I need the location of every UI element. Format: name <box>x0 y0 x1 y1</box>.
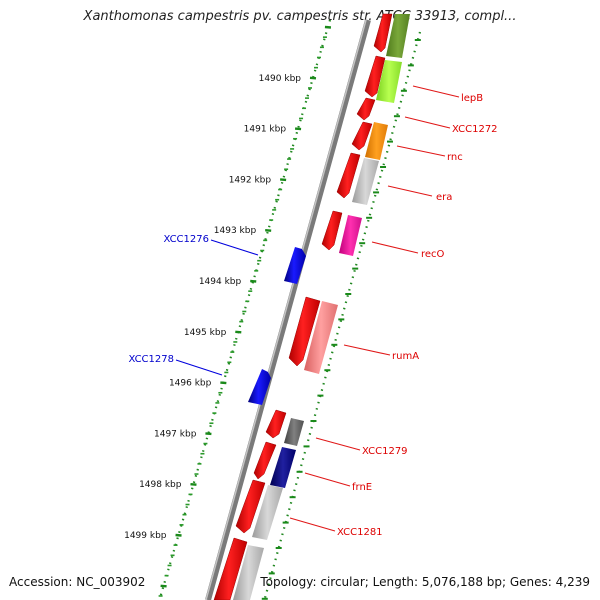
accession-text: Accession: NC_003902 <box>9 575 146 589</box>
kbp-tick-mark <box>265 229 272 232</box>
kbp-tick-label: 1494 kbp <box>199 277 242 287</box>
gene-label-XCC1272[interactable]: XCC1272 <box>452 124 498 135</box>
gene-frnE[interactable] <box>270 447 296 488</box>
cds-arrow[interactable] <box>321 210 343 251</box>
kbp-tick-mark <box>250 279 257 283</box>
gray-cds-bottom[interactable] <box>233 545 264 600</box>
kbp-tick-label: 1491 kbp <box>244 125 287 135</box>
kbp-tick-label: 1497 kbp <box>154 429 197 439</box>
kbp-tick-mark <box>220 381 227 385</box>
kbp-tick-mark <box>175 533 182 537</box>
kbp-tick-label: 1499 kbp <box>124 531 167 541</box>
left-leader-lines <box>175 239 259 376</box>
kbp-tick-dashes <box>158 25 332 597</box>
kbp-tick-mark <box>160 584 167 588</box>
gene-label-frnE[interactable]: frnE <box>352 482 372 493</box>
gene-label-XCC1281[interactable]: XCC1281 <box>337 527 383 538</box>
right-leader-lines <box>289 85 460 532</box>
gene-label-era[interactable]: era <box>436 192 452 203</box>
colored-cds-track[interactable] <box>233 14 410 600</box>
kbp-tick-mark <box>324 25 332 29</box>
cds-arrow[interactable] <box>364 55 386 98</box>
gene-XCC1276-arrow[interactable] <box>284 247 306 284</box>
gene-label-recO[interactable]: recO <box>421 249 445 260</box>
cds-arrow[interactable] <box>213 537 248 600</box>
gene-lepB[interactable] <box>376 60 402 103</box>
gene-label-XCC1279[interactable]: XCC1279 <box>362 446 408 457</box>
gene-recO[interactable] <box>339 215 362 256</box>
cds-arrow[interactable] <box>253 441 277 480</box>
blue-cds-track[interactable] <box>248 247 306 405</box>
gene-label-XCC1278[interactable]: XCC1278 <box>128 354 174 365</box>
gene-era[interactable] <box>352 158 379 205</box>
kbp-tick-mark <box>309 76 317 80</box>
kbp-tick-mark <box>190 483 197 486</box>
track-right-dotted <box>263 31 422 599</box>
kbp-tick-label: 1496 kbp <box>169 379 212 389</box>
left-gene-labels: XCC1276 XCC1278 <box>128 234 209 365</box>
right-gene-labels: lepB XCC1272 rnc era recO rumA XCC1279 f… <box>337 93 498 538</box>
gene-label-lepB[interactable]: lepB <box>461 93 483 104</box>
gene-XCC1281[interactable] <box>252 485 283 540</box>
kbp-tick-label: 1490 kbp <box>259 74 302 84</box>
genome-backbone <box>205 19 371 600</box>
lepB-neighbor-gene[interactable] <box>386 14 410 58</box>
cds-arrow[interactable] <box>336 152 361 199</box>
gene-XCC1278-arrow[interactable] <box>248 369 271 405</box>
backbone-highlight <box>205 19 367 600</box>
cds-arrow[interactable] <box>235 479 266 534</box>
cds-arrow[interactable] <box>356 97 376 121</box>
cds-arrow[interactable] <box>265 409 287 439</box>
gene-label-XCC1276[interactable]: XCC1276 <box>163 234 209 245</box>
topology-text: Topology: circular; Length: 5,076,188 bp… <box>260 575 590 589</box>
kbp-tick-mark <box>280 178 287 182</box>
red-cds-track[interactable] <box>213 13 393 600</box>
kbp-tick-label: 1493 kbp <box>214 226 257 236</box>
cds-arrow[interactable] <box>373 13 393 53</box>
kbp-tick-label: 1492 kbp <box>229 175 272 185</box>
cds-arrow[interactable] <box>288 296 321 367</box>
gene-XCC1279[interactable] <box>284 418 304 446</box>
right-track-dashes <box>261 39 421 600</box>
kbp-tick-mark <box>205 432 212 436</box>
gene-rumA[interactable] <box>304 301 338 374</box>
gene-label-rnc[interactable]: rnc <box>447 152 463 163</box>
kbp-tick-mark <box>294 127 302 131</box>
kbp-tick-label: 1498 kbp <box>139 480 182 490</box>
gene-rnc[interactable] <box>365 122 388 160</box>
kbp-tick-mark <box>235 330 242 334</box>
kbp-tick-label: 1495 kbp <box>184 328 227 338</box>
cds-arrow[interactable] <box>351 121 373 151</box>
gene-label-rumA[interactable]: rumA <box>392 351 419 362</box>
kbp-tick-labels: 1490 kbp 1491 kbp 1492 kbp 1493 kbp 1494 kbp… <box>124 74 301 541</box>
